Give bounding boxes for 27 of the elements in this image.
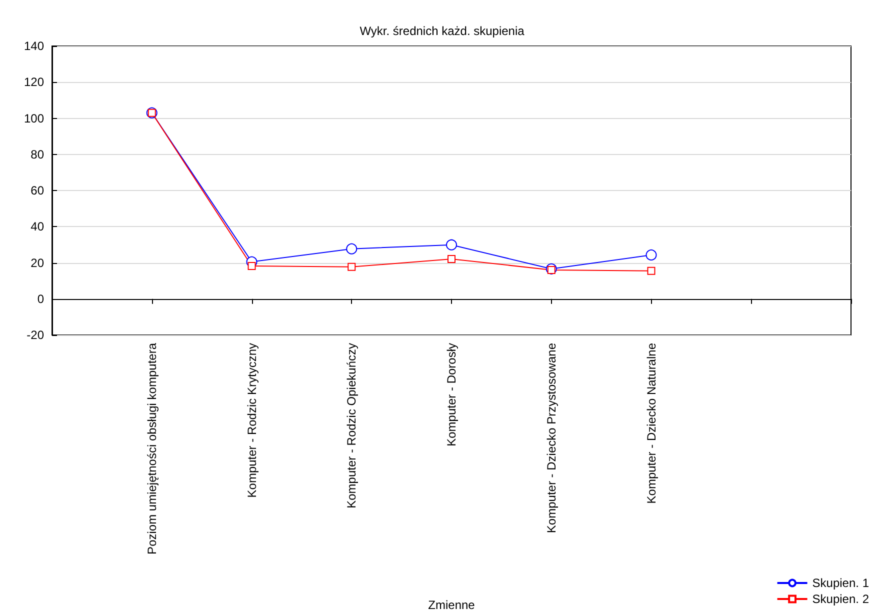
chart-title: Wykr. średnich każd. skupienia [360, 24, 525, 38]
point [646, 249, 657, 260]
x-tick-label: Komputer - Dorosły [444, 343, 458, 446]
legend-label: Skupien. 2 [812, 592, 870, 606]
point [547, 266, 556, 274]
y-tick-label: 20 [30, 256, 44, 270]
y-tick-label: 100 [24, 111, 44, 126]
x-tick-label: Komputer - Dziecko Naturalne [644, 342, 658, 504]
y-tick-label: 80 [30, 147, 44, 162]
y-tick-label: 60 [30, 184, 44, 198]
legend-label: Skupien. 1 [812, 576, 870, 590]
y-tick-label: -20 [26, 328, 44, 342]
x-axis-title: Zmienne [428, 598, 476, 612]
point [647, 266, 656, 275]
y-tick-label: 40 [30, 220, 44, 234]
y-tick-label: 120 [24, 75, 44, 90]
point [448, 254, 456, 263]
point [446, 239, 457, 250]
x-tick-label: Komputer - Dziecko Przystosowane [544, 342, 558, 534]
point [346, 243, 358, 254]
x-tick-label: Komputer - Rodzic Opiekuńczy [344, 343, 359, 508]
y-tick-label: 140 [24, 39, 44, 53]
x-tick-label: Komputer - Rodzic Krytyczny [244, 343, 259, 498]
x-tick-label: Poziom umiejętności obsługi komputera [144, 342, 159, 554]
y-tick-label: 0 [37, 292, 44, 306]
point [348, 262, 356, 271]
point [248, 262, 256, 270]
